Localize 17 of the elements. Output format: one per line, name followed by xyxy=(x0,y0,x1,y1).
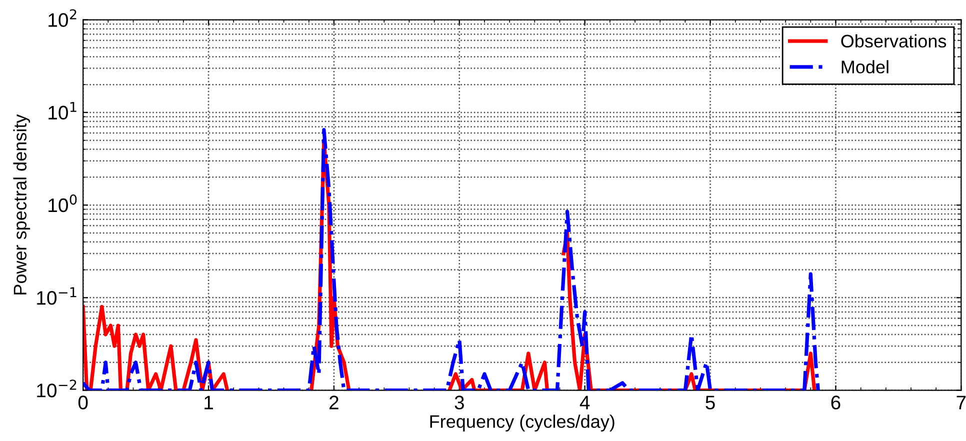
legend-label: Model xyxy=(842,60,888,74)
x-tick-label: 0 xyxy=(78,396,88,410)
x-tick-label: 2 xyxy=(330,396,338,410)
y-tick-label: 10$^{0}$ xyxy=(48,194,77,212)
x-tick-label: 7 xyxy=(956,396,966,410)
legend-label: Observations xyxy=(841,34,946,48)
x-tick-label: 3 xyxy=(454,396,464,410)
y-tick-label: 10$^{−2}$ xyxy=(37,380,76,398)
x-tick-label: 4 xyxy=(580,396,590,410)
y-tick-label: 10$^{1}$ xyxy=(48,102,76,120)
y-axis-title: Power spectral density xyxy=(13,114,30,294)
y-tick-label: 10$^{−1}$ xyxy=(37,287,76,305)
y-tick-label: 10$^{2}$ xyxy=(48,9,76,27)
x-tick-label: 1 xyxy=(204,396,213,410)
x-tick-label: 5 xyxy=(706,396,715,410)
x-axis-title: Frequency (cycles/day) xyxy=(430,414,614,432)
x-tick-label: 6 xyxy=(831,396,840,410)
